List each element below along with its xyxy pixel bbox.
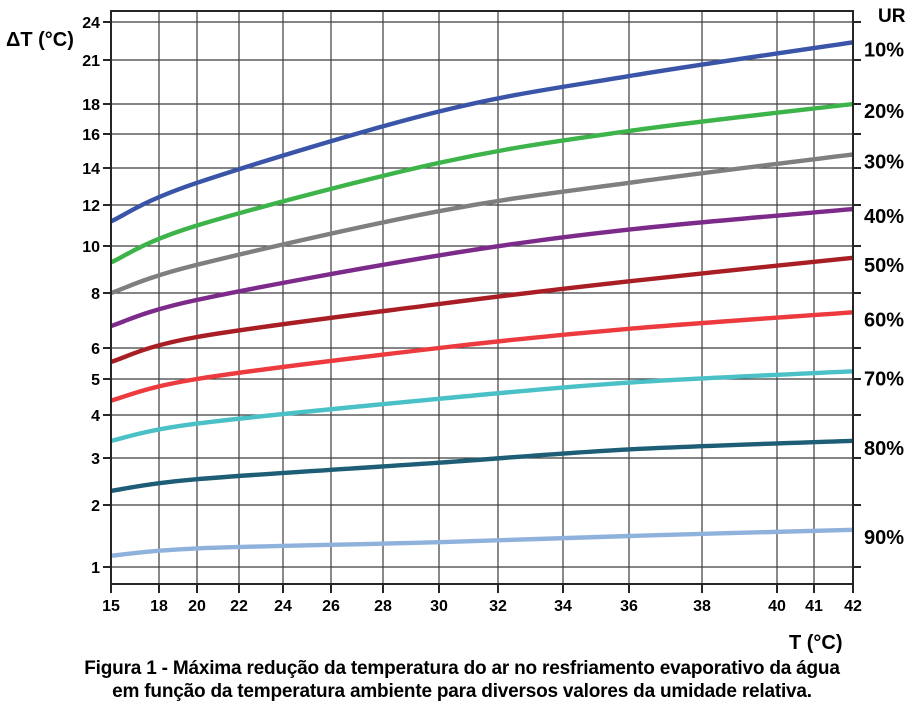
legend-label-40pct: 40% bbox=[864, 206, 904, 228]
x-tick-label: 26 bbox=[322, 598, 340, 615]
series-line-70pct bbox=[110, 369, 854, 443]
y-tick-label: 6 bbox=[91, 341, 100, 358]
series-line-20pct bbox=[110, 101, 854, 265]
x-tick-label: 42 bbox=[844, 598, 862, 615]
y-tick-label: 2 bbox=[91, 498, 100, 515]
series-line-60pct bbox=[110, 310, 854, 403]
legend-label-90pct: 90% bbox=[864, 527, 904, 549]
series-curves bbox=[110, 40, 854, 558]
y-tick-label: 5 bbox=[91, 372, 100, 389]
series-line-80pct bbox=[110, 438, 854, 494]
y-tick-label: 16 bbox=[82, 127, 100, 144]
series-line-90pct bbox=[110, 527, 854, 558]
legend-label-80pct: 80% bbox=[864, 438, 904, 460]
x-tick-label: 22 bbox=[230, 598, 248, 615]
x-axis-title: T (°C) bbox=[789, 632, 843, 654]
x-tick-label: 38 bbox=[693, 598, 711, 615]
x-tick-label: 32 bbox=[489, 598, 507, 615]
caption-line-2: em função da temperatura ambiente para d… bbox=[112, 681, 812, 702]
series-line-10pct bbox=[110, 40, 854, 224]
y-tick-label: 12 bbox=[82, 198, 100, 215]
series-line-40pct bbox=[110, 206, 854, 329]
caption-line-1: Figura 1 - Máxima redução da temperatura… bbox=[84, 658, 840, 679]
x-tick-label: 20 bbox=[188, 598, 206, 615]
x-tick-label: 24 bbox=[274, 598, 292, 615]
y-tick-label: 18 bbox=[82, 97, 100, 114]
y-tick-label: 3 bbox=[91, 451, 100, 468]
legend-label-30pct: 30% bbox=[864, 151, 904, 173]
y-tick-label: 10 bbox=[82, 239, 100, 256]
x-tick-label: 40 bbox=[768, 598, 786, 615]
series-line-50pct bbox=[110, 255, 854, 365]
legend-label-50pct: 50% bbox=[864, 255, 904, 277]
y-tick-label: 14 bbox=[82, 161, 100, 178]
y-tick-label: 1 bbox=[91, 560, 100, 577]
x-tick-label: 18 bbox=[150, 598, 168, 615]
x-tick-label: 34 bbox=[554, 598, 572, 615]
legend-labels: 10% 20% 30% 40% 50% 60% 70% 80% 90% bbox=[864, 39, 904, 549]
x-tick-labels: 15 18 20 22 24 26 28 30 32 34 36 38 40 41 42 bbox=[102, 598, 862, 615]
y-tick-label: 4 bbox=[91, 408, 100, 425]
legend-label-20pct: 20% bbox=[864, 101, 904, 123]
y-axis-title: ΔT (°C) bbox=[6, 29, 74, 51]
figure-caption: Figura 1 - Máxima redução da temperatura… bbox=[0, 657, 924, 703]
legend-label-10pct: 10% bbox=[864, 39, 904, 61]
series-line-30pct bbox=[110, 152, 854, 296]
x-tick-label: 15 bbox=[102, 598, 120, 615]
legend-label-60pct: 60% bbox=[864, 309, 904, 331]
plot-border bbox=[110, 10, 854, 585]
y-tick-label: 8 bbox=[91, 286, 100, 303]
legend-label-70pct: 70% bbox=[864, 368, 904, 390]
legend-title: UR bbox=[878, 6, 906, 27]
tick-marks bbox=[103, 21, 861, 593]
x-tick-label: 28 bbox=[374, 598, 392, 615]
x-tick-label: 30 bbox=[430, 598, 448, 615]
y-tick-label: 24 bbox=[82, 15, 100, 32]
x-tick-label: 41 bbox=[805, 598, 823, 615]
x-tick-label: 36 bbox=[620, 598, 638, 615]
y-tick-label: 21 bbox=[82, 53, 100, 70]
